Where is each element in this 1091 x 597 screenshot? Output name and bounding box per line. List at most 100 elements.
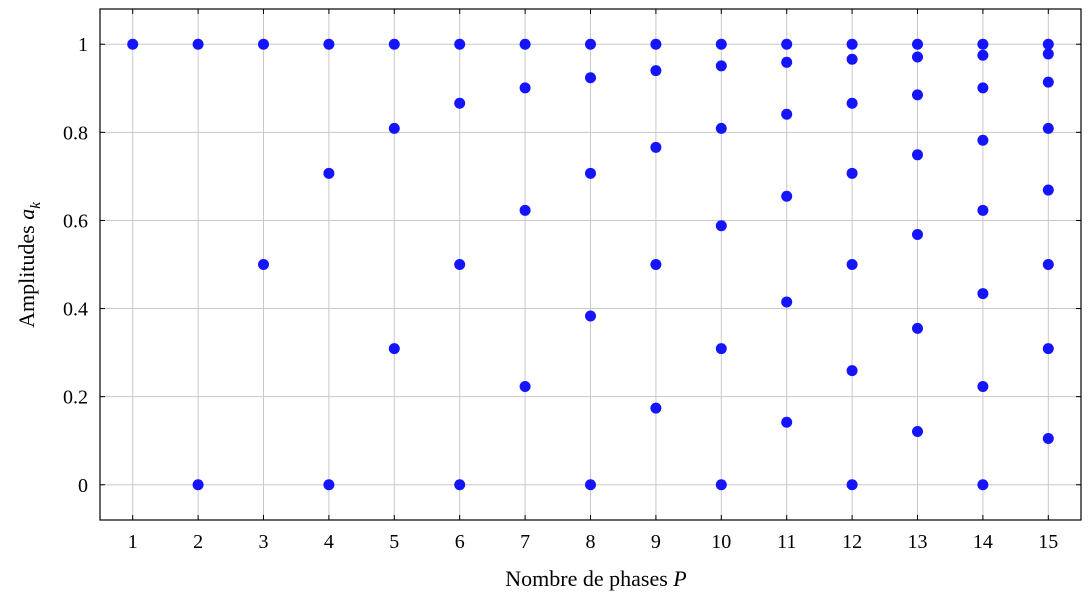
x-tick-label: 3	[259, 531, 269, 553]
data-point	[1042, 76, 1054, 88]
y-tick-label: 0.8	[63, 122, 88, 144]
data-point	[127, 38, 139, 50]
data-point	[1042, 259, 1054, 270]
data-point	[977, 82, 989, 94]
data-point	[454, 479, 466, 491]
x-tick-labels: 1 2 3 4 5 6 7 8 9 10 11 12 13 14 15	[128, 531, 1059, 553]
data-point	[781, 108, 793, 120]
y-axis-label-subscript: k	[28, 202, 44, 209]
data-point	[519, 381, 531, 393]
data-point	[715, 38, 727, 50]
x-tick-label: 8	[586, 531, 596, 553]
x-tick-label: 11	[777, 531, 796, 553]
y-tick-label: 0.4	[63, 299, 88, 321]
data-point	[1042, 122, 1054, 134]
data-point	[323, 167, 335, 179]
x-tick-label: 7	[520, 531, 530, 553]
data-point	[781, 416, 793, 428]
data-point	[715, 122, 727, 134]
data-point	[192, 479, 204, 491]
data-point	[977, 49, 989, 61]
y-tick-label: 0.2	[63, 387, 88, 409]
data-point	[977, 134, 989, 146]
data-point	[846, 38, 858, 50]
data-point	[715, 343, 727, 355]
x-tick-label: 2	[193, 531, 203, 553]
data-point	[1042, 343, 1054, 355]
data-point	[846, 259, 858, 270]
data-point	[846, 53, 858, 65]
data-point	[912, 322, 923, 334]
y-tick-label: 1	[78, 34, 88, 56]
x-tick-label: 14	[973, 531, 993, 553]
data-point	[650, 402, 662, 414]
data-point	[1042, 48, 1054, 60]
x-tick-label: 13	[908, 531, 928, 553]
data-point	[846, 97, 858, 109]
data-point	[388, 343, 400, 355]
data-point	[519, 204, 531, 216]
data-point	[388, 122, 400, 134]
data-point	[781, 56, 793, 68]
data-point	[323, 38, 335, 50]
x-tick-label: 12	[842, 531, 862, 553]
x-tick-label: 4	[324, 531, 334, 553]
data-point	[912, 89, 923, 101]
y-tick-label: 0.6	[63, 210, 88, 232]
x-tick-label: 1	[128, 531, 138, 553]
data-point	[977, 479, 989, 491]
data-point	[977, 288, 989, 300]
y-axis-label-text: Amplitudes	[14, 225, 39, 328]
data-point	[585, 38, 596, 50]
x-axis-label-text: Nombre de phases	[505, 566, 668, 591]
y-tick-labels: 0 0.2 0.4 0.6 0.8 1	[63, 34, 88, 497]
data-point	[977, 381, 989, 393]
data-point	[585, 479, 596, 491]
data-point	[650, 141, 662, 153]
data-point	[846, 167, 858, 179]
tick-marks	[100, 9, 1081, 520]
y-axis-label-variable: a	[14, 209, 39, 220]
y-tick-label: 0	[78, 475, 88, 497]
data-point	[912, 38, 923, 50]
data-point	[715, 479, 727, 491]
data-point	[454, 38, 466, 50]
data-point	[846, 479, 858, 491]
x-tick-label: 10	[711, 531, 731, 553]
data-point	[323, 479, 335, 491]
data-point	[846, 365, 858, 377]
data-point	[650, 38, 662, 50]
data-point	[1042, 433, 1054, 445]
data-point	[781, 190, 793, 202]
data-point	[1042, 184, 1054, 196]
x-axis-label-variable: P	[672, 566, 686, 591]
data-point	[454, 97, 466, 109]
x-tick-label: 6	[455, 531, 465, 553]
data-point	[912, 149, 923, 161]
data-point	[977, 204, 989, 216]
data-point	[258, 38, 269, 50]
x-tick-label: 9	[651, 531, 661, 553]
data-point	[454, 259, 466, 270]
data-point	[585, 167, 596, 179]
data-point	[388, 38, 400, 50]
x-tick-label: 15	[1038, 531, 1058, 553]
data-point	[781, 38, 793, 50]
data-point	[650, 259, 662, 270]
data-point	[715, 220, 727, 232]
data-points	[127, 38, 1054, 491]
data-point	[912, 229, 923, 241]
x-tick-label: 5	[389, 531, 399, 553]
data-point	[519, 82, 531, 94]
data-point	[1042, 38, 1054, 50]
data-point	[977, 38, 989, 50]
y-axis-label: Amplitudes ak	[14, 202, 44, 328]
plot-frame	[99, 8, 1082, 521]
data-point	[650, 65, 662, 77]
x-axis-label: Nombre de phases P	[505, 566, 686, 591]
data-point	[715, 60, 727, 72]
data-point	[912, 425, 923, 437]
data-point	[519, 38, 531, 50]
grid-lines	[100, 9, 1081, 520]
